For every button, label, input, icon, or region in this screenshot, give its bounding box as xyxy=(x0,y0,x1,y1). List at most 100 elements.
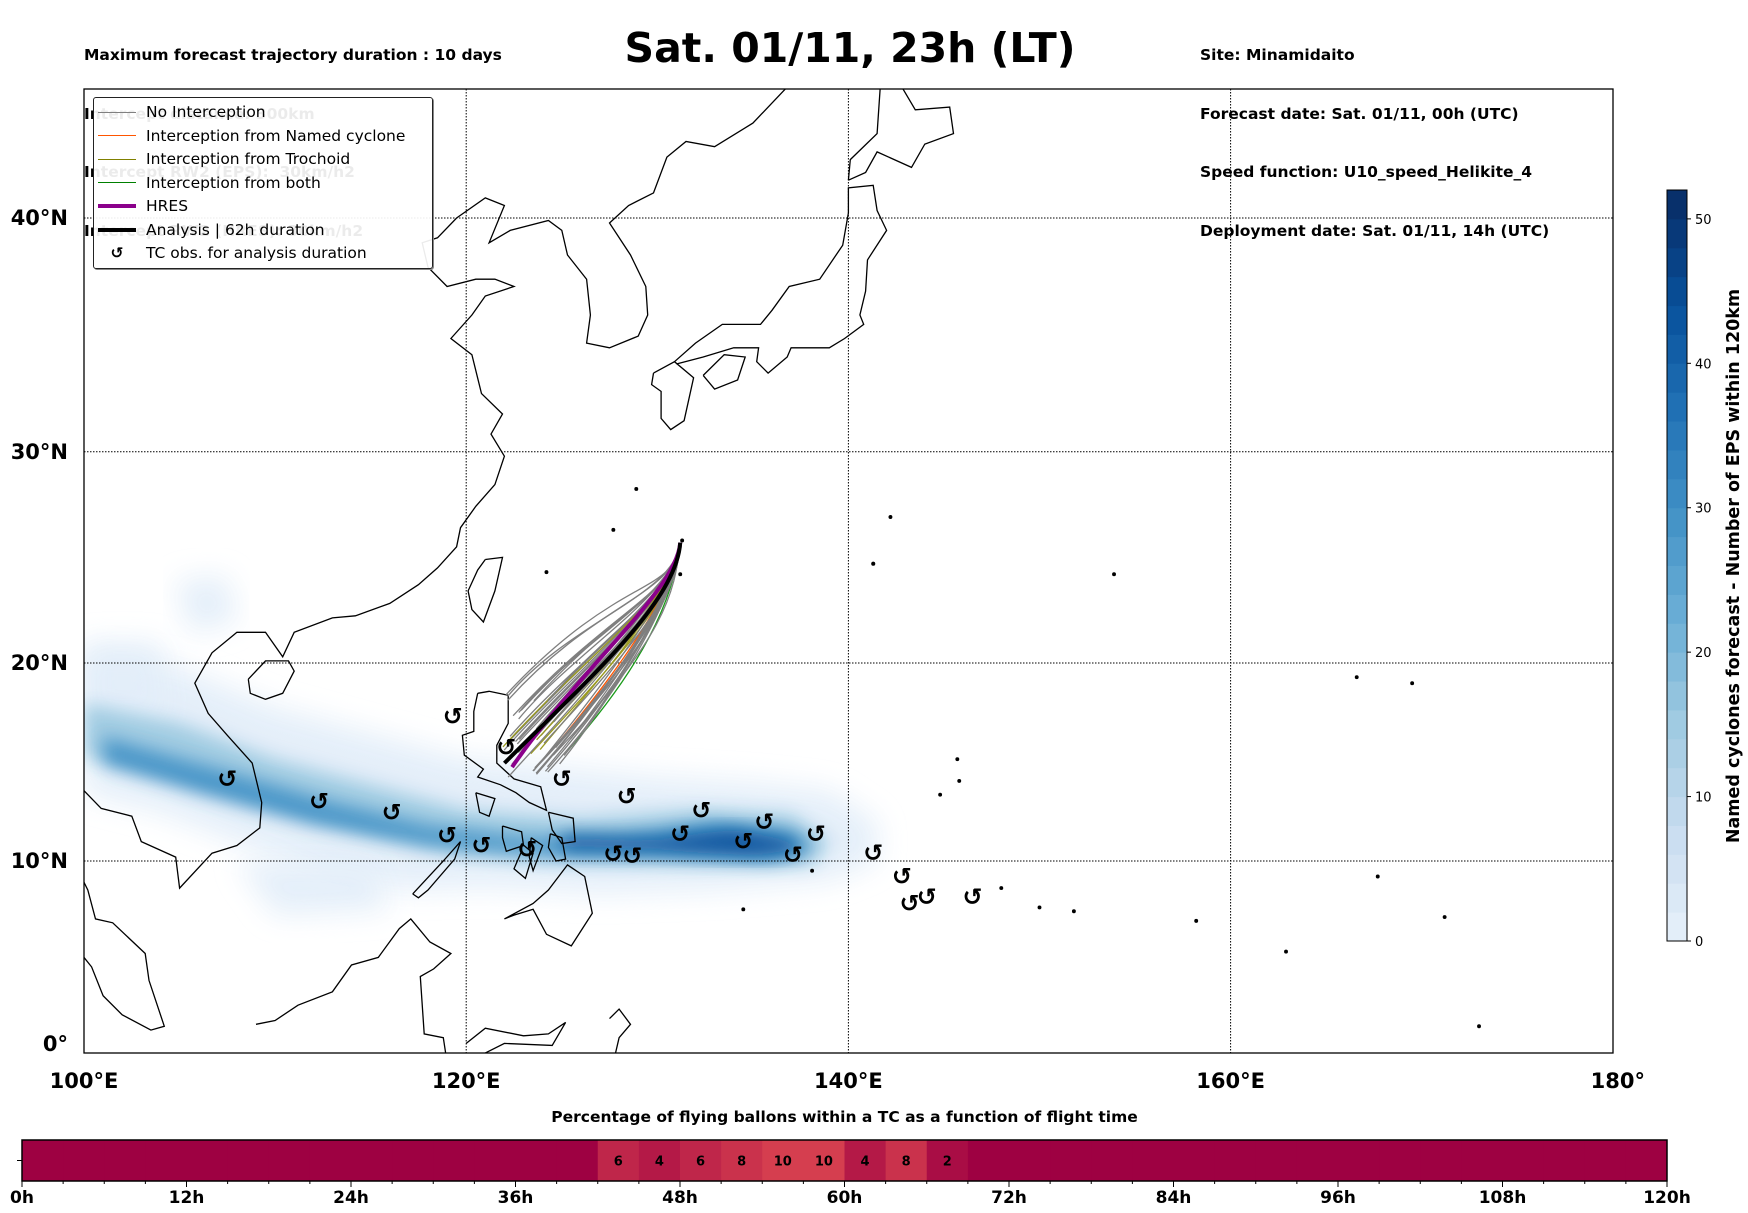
legend-item: ↺ TC obs. for analysis duration xyxy=(94,242,367,264)
coastline xyxy=(702,354,747,390)
tc-obs-icon: ↺ xyxy=(892,862,912,890)
legend-item: Interception from Trochoid xyxy=(94,148,350,170)
flight-bar-tick-label: 48h xyxy=(662,1188,698,1208)
flight-bar-cell xyxy=(885,1140,928,1181)
island xyxy=(1354,675,1359,680)
tc-symbol-icon: ↺ xyxy=(110,244,124,262)
colorbar-segment xyxy=(1667,363,1687,393)
colorbar-segment xyxy=(1667,681,1687,711)
flight-bar-cell xyxy=(433,1140,475,1181)
page-title: Sat. 01/11, 23h (LT) xyxy=(624,24,1076,72)
latitude-labels: 0° 10°N 20°N 30°N 40°N xyxy=(11,206,68,1056)
density-band xyxy=(236,861,390,916)
site-info: Site: Minamidaito Forecast date: Sat. 01… xyxy=(1200,7,1549,261)
legend-label: Interception from Trochoid xyxy=(146,150,351,168)
flight-bar-tick-label: 0h xyxy=(10,1188,34,1208)
colorbar: 0 10 20 30 40 50 xyxy=(1666,189,1712,950)
colorbar-segment xyxy=(1667,623,1687,653)
legend-line-swatch xyxy=(98,204,136,208)
flight-bar-value: 10 xyxy=(815,1155,833,1170)
flight-bar-tick-label: 36h xyxy=(497,1188,534,1208)
flight-bar-tick-label: 120h xyxy=(1643,1188,1691,1208)
island xyxy=(634,487,639,491)
legend-label: HRES xyxy=(146,197,189,215)
flight-bar-cell xyxy=(597,1140,640,1181)
flight-bar-cell xyxy=(1338,1140,1380,1181)
legend-item: HRES xyxy=(94,195,188,217)
island xyxy=(938,792,943,797)
tc-obs-icon: ↺ xyxy=(309,788,329,816)
flight-bar-cell xyxy=(556,1140,599,1181)
island xyxy=(741,907,746,912)
flight-bar-cell xyxy=(680,1140,722,1181)
tc-obs-icon: ↺ xyxy=(437,822,457,850)
coastline xyxy=(84,89,787,890)
flight-bar-cell xyxy=(1461,1140,1503,1181)
flight-bar-cell xyxy=(1255,1140,1298,1181)
colorbar-segment xyxy=(1667,536,1687,566)
legend-item: No Interception xyxy=(94,101,266,123)
colorbar-tick-label: 0 xyxy=(1695,935,1703,950)
site-name: Site: Minamidaito xyxy=(1200,46,1355,64)
tc-obs-icon: ↺ xyxy=(603,840,623,868)
flight-bar-cell xyxy=(63,1140,105,1181)
flight-bar-tick-label: 84h xyxy=(1155,1188,1192,1208)
map-frame xyxy=(83,88,1614,1054)
density-band xyxy=(175,576,237,633)
island xyxy=(999,886,1004,891)
flight-bar-cell xyxy=(1543,1140,1586,1181)
flight-bar-tick-label: 108h xyxy=(1478,1188,1527,1208)
flight-bar-cell xyxy=(1009,1140,1051,1181)
lat-label: 0° xyxy=(43,1032,68,1056)
flight-bar-cell xyxy=(1379,1140,1421,1181)
flight-bar-cell xyxy=(474,1140,516,1181)
island xyxy=(1284,949,1288,954)
coastline xyxy=(650,360,695,431)
tc-obs-icon: ↺ xyxy=(443,702,463,730)
flight-bar-tick-label: 24h xyxy=(333,1188,369,1208)
flight-bar-cell xyxy=(844,1140,887,1181)
colorbar-segment xyxy=(1667,883,1687,913)
flight-bar-value: 10 xyxy=(774,1155,792,1170)
island xyxy=(955,757,960,762)
flight-bar-cell xyxy=(1502,1140,1545,1181)
tc-obs-icon: ↺ xyxy=(863,839,883,867)
coastline xyxy=(528,837,544,873)
tc-obs-icon: ↺ xyxy=(754,808,774,836)
colorbar-tick-label: 40 xyxy=(1695,357,1712,372)
tc-obs-icon: ↺ xyxy=(617,783,637,811)
flight-bar-tick-label: 60h xyxy=(826,1188,863,1208)
colorbar-segment xyxy=(1667,478,1687,509)
tc-obs-icon: ↺ xyxy=(382,798,402,826)
flight-bar-value: 4 xyxy=(655,1155,664,1170)
flight-bar-cell xyxy=(1132,1140,1174,1181)
island xyxy=(810,868,815,873)
island xyxy=(611,527,616,532)
flight-bar-cell xyxy=(268,1140,311,1181)
coastline xyxy=(547,833,567,862)
coastlines xyxy=(84,89,1481,1053)
legend-line-swatch xyxy=(98,227,136,232)
island xyxy=(871,561,876,566)
coastline xyxy=(501,825,525,853)
island xyxy=(544,570,549,575)
deployment-date: Deployment date: Sat. 01/11, 14h (UTC) xyxy=(1200,221,1550,240)
flight-bar-cell xyxy=(1296,1140,1339,1181)
flight-bar-cell xyxy=(967,1140,1010,1181)
flight-bar-cell xyxy=(392,1140,434,1181)
coastline xyxy=(465,1021,567,1053)
colorbar-segment xyxy=(1667,334,1687,364)
flight-bar-cell xyxy=(1091,1140,1133,1181)
tc-obs-icon: ↺ xyxy=(917,883,937,911)
flight-bar-title: Percentage of flying ballons within a TC… xyxy=(551,1108,1138,1126)
colorbar-segment xyxy=(1667,767,1687,798)
colorbar-segment xyxy=(1667,565,1687,595)
flight-bar-cell xyxy=(22,1140,64,1181)
forecast-date: Forecast date: Sat. 01/11, 00h (UTC) xyxy=(1200,104,1519,123)
tc-obs-icon: ↺ xyxy=(552,765,572,793)
coastline xyxy=(513,843,534,880)
trajectories xyxy=(502,542,683,778)
coastline xyxy=(609,1008,632,1053)
legend: No Interception Interception from Named c… xyxy=(93,97,433,269)
legend-line-swatch xyxy=(98,135,136,136)
